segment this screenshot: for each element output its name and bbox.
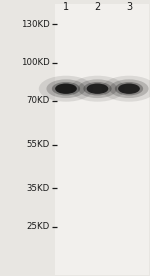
Ellipse shape xyxy=(46,79,86,98)
Ellipse shape xyxy=(55,84,77,94)
Ellipse shape xyxy=(52,82,80,95)
Text: 1: 1 xyxy=(63,2,69,12)
Ellipse shape xyxy=(78,79,117,98)
Text: 55KD: 55KD xyxy=(26,140,50,149)
Text: 70KD: 70KD xyxy=(26,97,50,105)
Text: 130KD: 130KD xyxy=(21,20,50,29)
FancyBboxPatch shape xyxy=(55,4,149,275)
Text: 2: 2 xyxy=(94,2,101,12)
Ellipse shape xyxy=(110,79,148,98)
Text: 25KD: 25KD xyxy=(26,222,50,231)
Text: 3: 3 xyxy=(126,2,132,12)
Ellipse shape xyxy=(70,76,125,102)
Ellipse shape xyxy=(39,76,93,102)
Ellipse shape xyxy=(83,82,112,95)
Text: 100KD: 100KD xyxy=(21,58,50,67)
Ellipse shape xyxy=(115,82,143,95)
Ellipse shape xyxy=(118,84,140,94)
Text: 35KD: 35KD xyxy=(26,184,50,193)
Ellipse shape xyxy=(102,76,150,102)
Ellipse shape xyxy=(87,84,108,94)
